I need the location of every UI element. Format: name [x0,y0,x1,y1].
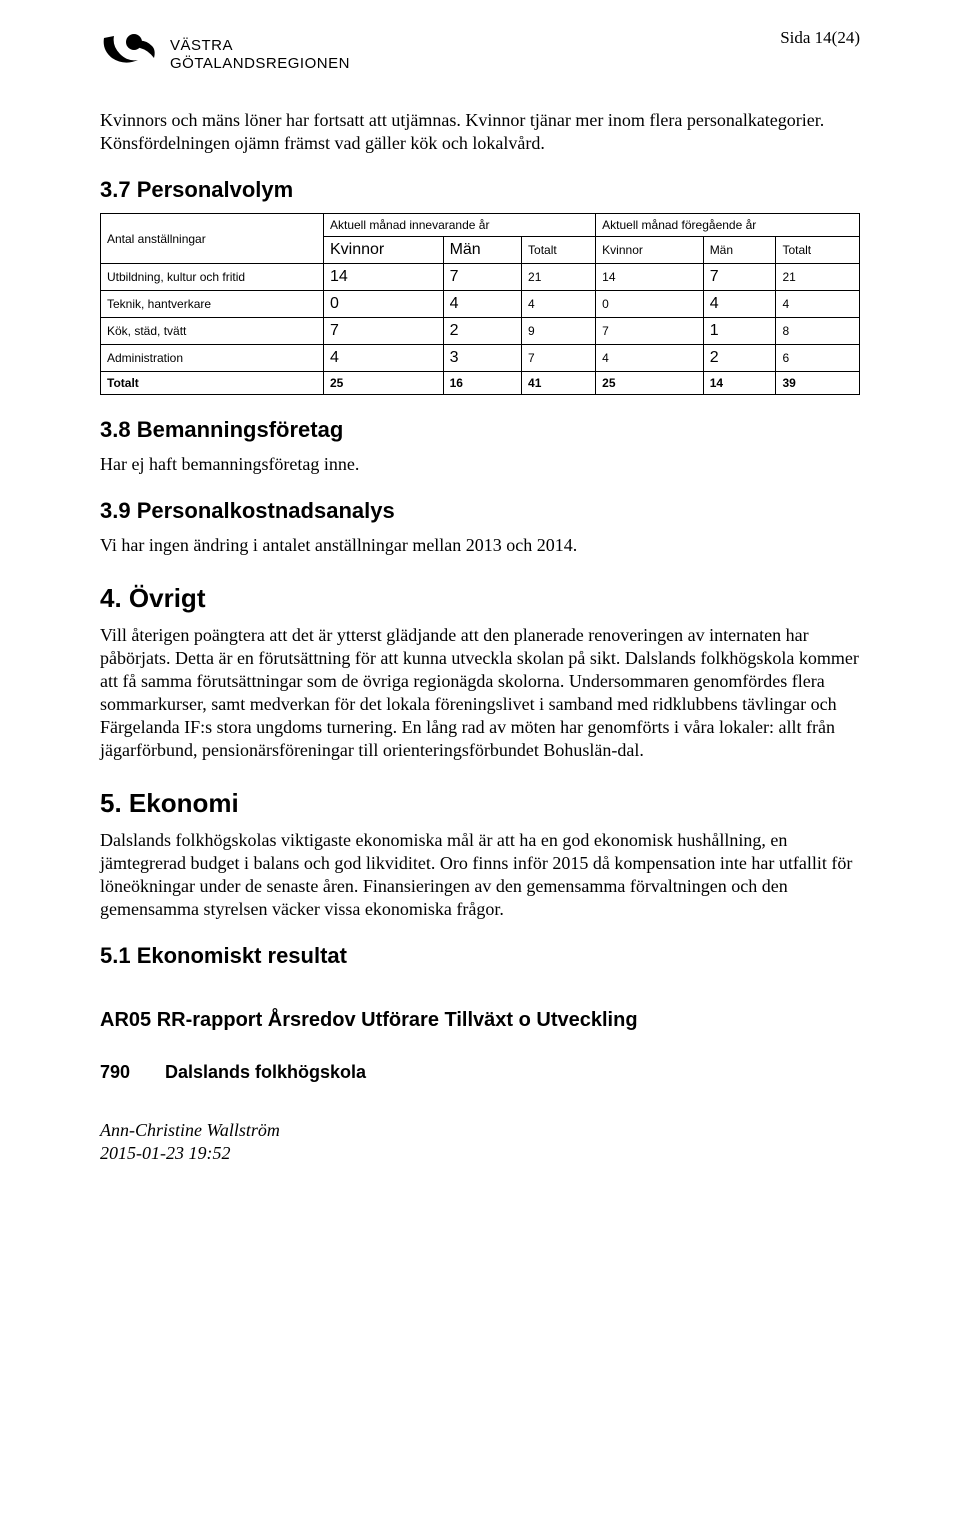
footer-date: 2015-01-23 19:52 [100,1142,860,1165]
section-5-body: Dalslands folkhögskolas viktigaste ekono… [100,829,860,921]
staff-table: Antal anställningar Aktuell månad inneva… [100,213,860,395]
cell: 3 [443,345,521,372]
col-totalt-current: Totalt [522,237,596,264]
cell: 0 [324,291,444,318]
footer: Ann-Christine Wallström 2015-01-23 19:52 [100,1119,860,1164]
row-label: Teknik, hantverkare [101,291,324,318]
cell: 9 [522,318,596,345]
cell: 4 [443,291,521,318]
logo-block: VÄSTRA GÖTALANDSREGIONEN [100,28,860,81]
cell: 7 [443,264,521,291]
ar05-title: AR05 RR-rapport Årsredov Utförare Tillvä… [100,1009,860,1032]
cell: 16 [443,372,521,395]
cell: 41 [522,372,596,395]
unit-code: 790 [100,1062,160,1083]
cell: 4 [522,291,596,318]
table-row-total: Totalt251641251439 [101,372,860,395]
col-man-prev: Män [703,237,776,264]
cell: 7 [522,345,596,372]
table-row: Administration437426 [101,345,860,372]
section-4-title: 4. Övrigt [100,583,860,614]
section-51-title: 5.1 Ekonomiskt resultat [100,943,860,969]
cell: 2 [443,318,521,345]
cell: 25 [324,372,444,395]
cell: 21 [776,264,860,291]
section-38-title: 3.8 Bemanningsföretag [100,417,860,443]
page-number: Sida 14(24) [780,28,860,48]
cell: 4 [596,345,704,372]
col-man-current: Män [443,237,521,264]
section-39-title: 3.9 Personalkostnadsanalys [100,498,860,524]
table-row: Teknik, hantverkare044044 [101,291,860,318]
section-4-body: Vill återigen poängtera att det är ytter… [100,624,860,762]
cell: 4 [776,291,860,318]
row-label: Utbildning, kultur och fritid [101,264,324,291]
vgr-logo-icon [100,28,160,81]
cell: 4 [703,291,776,318]
row-label: Totalt [101,372,324,395]
table-group-current: Aktuell månad innevarande år [324,214,596,237]
cell: 1 [703,318,776,345]
logo-line1: VÄSTRA [170,37,350,54]
footer-name: Ann-Christine Wallström [100,1119,860,1142]
row-label: Administration [101,345,324,372]
cell: 14 [596,264,704,291]
section-39-body: Vi har ingen ändring i antalet anställni… [100,534,860,557]
section-5-title: 5. Ekonomi [100,788,860,819]
intro-paragraph: Kvinnors och mäns löner har fortsatt att… [100,109,860,155]
table-group-prev: Aktuell månad föregående år [596,214,860,237]
cell: 21 [522,264,596,291]
col-totalt-prev: Totalt [776,237,860,264]
logo-text: VÄSTRA GÖTALANDSREGIONEN [170,37,350,72]
cell: 0 [596,291,704,318]
logo-line2: GÖTALANDSREGIONEN [170,55,350,72]
cell: 25 [596,372,704,395]
cell: 2 [703,345,776,372]
cell: 14 [324,264,444,291]
section-38-body: Har ej haft bemanningsföretag inne. [100,453,860,476]
cell: 14 [703,372,776,395]
col-kvinnor-prev: Kvinnor [596,237,704,264]
section-37-title: 3.7 Personalvolym [100,177,860,203]
table-row: Utbildning, kultur och fritid1472114721 [101,264,860,291]
cell: 7 [703,264,776,291]
cell: 6 [776,345,860,372]
unit-line: 790 Dalslands folkhögskola [100,1062,860,1083]
table-row-header-label: Antal anställningar [101,214,324,264]
cell: 4 [324,345,444,372]
col-kvinnor-current: Kvinnor [324,237,444,264]
cell: 7 [596,318,704,345]
cell: 39 [776,372,860,395]
unit-name: Dalslands folkhögskola [165,1062,366,1082]
cell: 7 [324,318,444,345]
table-row: Kök, städ, tvätt729718 [101,318,860,345]
row-label: Kök, städ, tvätt [101,318,324,345]
cell: 8 [776,318,860,345]
